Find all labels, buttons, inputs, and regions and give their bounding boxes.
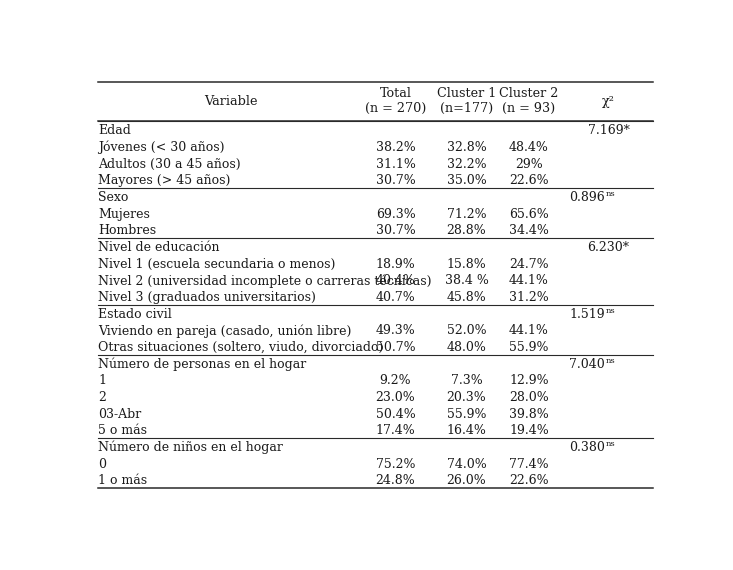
- Text: 1: 1: [98, 374, 106, 388]
- Text: 26.0%: 26.0%: [446, 474, 487, 487]
- Text: ns: ns: [605, 307, 616, 315]
- Text: Cluster 2
(n = 93): Cluster 2 (n = 93): [499, 87, 559, 115]
- Text: 52.0%: 52.0%: [446, 324, 487, 337]
- Text: Edad: Edad: [98, 124, 131, 137]
- Text: 22.6%: 22.6%: [509, 474, 549, 487]
- Text: Nivel 3 (graduados universitarios): Nivel 3 (graduados universitarios): [98, 291, 317, 304]
- Text: 6.230*: 6.230*: [588, 241, 630, 254]
- Text: 24.7%: 24.7%: [509, 258, 549, 271]
- Text: 29%: 29%: [515, 157, 543, 170]
- Text: Viviendo en pareja (casado, unión libre): Viviendo en pareja (casado, unión libre): [98, 324, 352, 337]
- Text: Otras situaciones (soltero, viudo, divorciado): Otras situaciones (soltero, viudo, divor…: [98, 341, 384, 354]
- Text: 9.2%: 9.2%: [380, 374, 411, 388]
- Text: 75.2%: 75.2%: [376, 458, 416, 471]
- Text: 69.3%: 69.3%: [376, 207, 416, 221]
- Text: 32.2%: 32.2%: [446, 157, 487, 170]
- Text: 71.2%: 71.2%: [446, 207, 487, 221]
- Text: 31.1%: 31.1%: [375, 157, 416, 170]
- Text: 50.4%: 50.4%: [376, 408, 416, 421]
- Text: 03-Abr: 03-Abr: [98, 408, 141, 421]
- Text: Número de niños en el hogar: Número de niños en el hogar: [98, 441, 284, 454]
- Text: Número de personas en el hogar: Número de personas en el hogar: [98, 357, 306, 371]
- Text: 22.6%: 22.6%: [509, 174, 549, 188]
- Text: 74.0%: 74.0%: [446, 458, 487, 471]
- Text: 20.3%: 20.3%: [446, 391, 487, 404]
- Text: 38.2%: 38.2%: [376, 141, 416, 154]
- Text: 24.8%: 24.8%: [376, 474, 416, 487]
- Text: 28.0%: 28.0%: [509, 391, 549, 404]
- Text: 38.4 %: 38.4 %: [445, 274, 488, 287]
- Text: 44.1%: 44.1%: [509, 274, 549, 287]
- Text: 48.4%: 48.4%: [509, 141, 549, 154]
- Text: 15.8%: 15.8%: [446, 258, 487, 271]
- Text: Nivel 1 (escuela secundaria o menos): Nivel 1 (escuela secundaria o menos): [98, 258, 336, 271]
- Text: 2: 2: [98, 391, 106, 404]
- Text: 30.7%: 30.7%: [376, 225, 416, 237]
- Text: Nivel de educación: Nivel de educación: [98, 241, 220, 254]
- Text: 1.519: 1.519: [569, 308, 605, 321]
- Text: Hombres: Hombres: [98, 225, 157, 237]
- Text: 44.1%: 44.1%: [509, 324, 549, 337]
- Text: 55.9%: 55.9%: [447, 408, 486, 421]
- Text: 45.8%: 45.8%: [446, 291, 487, 304]
- Text: 28.8%: 28.8%: [446, 225, 487, 237]
- Text: 23.0%: 23.0%: [376, 391, 416, 404]
- Text: Adultos (30 a 45 años): Adultos (30 a 45 años): [98, 157, 241, 170]
- Text: 31.2%: 31.2%: [509, 291, 549, 304]
- Text: 7.3%: 7.3%: [451, 374, 482, 388]
- Text: Mayores (> 45 años): Mayores (> 45 años): [98, 174, 231, 188]
- Text: Jóvenes (< 30 años): Jóvenes (< 30 años): [98, 141, 225, 154]
- Text: χ²: χ²: [602, 95, 615, 108]
- Text: 65.6%: 65.6%: [509, 207, 549, 221]
- Text: 35.0%: 35.0%: [446, 174, 487, 188]
- Text: ns: ns: [605, 440, 616, 448]
- Text: Estado civil: Estado civil: [98, 308, 172, 321]
- Text: ns: ns: [605, 357, 616, 365]
- Text: 40.7%: 40.7%: [376, 291, 416, 304]
- Text: 32.8%: 32.8%: [446, 141, 487, 154]
- Text: 19.4%: 19.4%: [509, 425, 549, 437]
- Text: 1 o más: 1 o más: [98, 474, 147, 487]
- Text: 0: 0: [98, 458, 106, 471]
- Text: 7.040: 7.040: [569, 358, 605, 370]
- Text: 0.380: 0.380: [569, 441, 605, 454]
- Text: 5 o más: 5 o más: [98, 425, 147, 437]
- Text: 55.9%: 55.9%: [509, 341, 549, 354]
- Text: 50.7%: 50.7%: [376, 341, 416, 354]
- Text: 18.9%: 18.9%: [376, 258, 416, 271]
- Text: Variable: Variable: [204, 95, 257, 108]
- Text: 49.3%: 49.3%: [376, 324, 416, 337]
- Text: 16.4%: 16.4%: [446, 425, 487, 437]
- Text: ns: ns: [605, 190, 616, 198]
- Text: Total
(n = 270): Total (n = 270): [365, 87, 426, 115]
- Text: 12.9%: 12.9%: [509, 374, 549, 388]
- Text: 0.896: 0.896: [569, 191, 605, 204]
- Text: 39.8%: 39.8%: [509, 408, 549, 421]
- Text: 40.4%: 40.4%: [375, 274, 416, 287]
- Text: 17.4%: 17.4%: [376, 425, 416, 437]
- Text: 34.4%: 34.4%: [509, 225, 549, 237]
- Text: Nivel 2 (universidad incomplete o carreras técnicas): Nivel 2 (universidad incomplete o carrer…: [98, 274, 432, 288]
- Text: 48.0%: 48.0%: [446, 341, 487, 354]
- Text: 77.4%: 77.4%: [509, 458, 549, 471]
- Text: Cluster 1
(n=177): Cluster 1 (n=177): [437, 87, 496, 115]
- Text: Sexo: Sexo: [98, 191, 129, 204]
- Text: 30.7%: 30.7%: [376, 174, 416, 188]
- Text: 7.169*: 7.169*: [588, 124, 630, 137]
- Text: Mujeres: Mujeres: [98, 207, 150, 221]
